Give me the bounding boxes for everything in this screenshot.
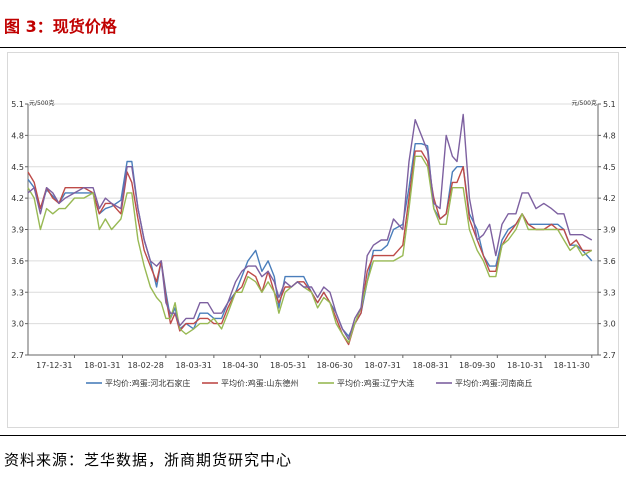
x-tick-3: 18-03-31: [176, 361, 212, 370]
x-tick-0: 17-12-31: [36, 361, 72, 370]
y-tick-left-6: 4.5: [11, 163, 24, 172]
legend-label-0: 平均价:鸡蛋:河北石家庄: [105, 378, 190, 388]
y-tick-right-0: 2.7: [603, 351, 616, 360]
x-tick-5: 18-05-31: [270, 361, 306, 370]
y-tick-right-2: 3.3: [603, 288, 616, 297]
chart-frame: 2.7 3.0 3.3 3.6 3.9 4.2 4.5 4.8 5.1 2.7 3.0 3.3 3.6…: [7, 52, 619, 428]
y-tick-right-7: 4.8: [603, 131, 616, 140]
legend-label-2: 平均价:鸡蛋:辽宁大连: [337, 378, 414, 388]
legend-label-1: 平均价:鸡蛋:山东德州: [221, 378, 298, 388]
y-tick-left-8: 5.1: [11, 100, 24, 109]
x-axis-ticks: 17-12-31 18-01-31 18-02-28 18-03-31 18-04-30…: [36, 361, 590, 370]
x-tick-8: 18-08-31: [413, 361, 449, 370]
bottom-rule: [0, 435, 626, 436]
y-tick-right-8: 5.1: [603, 100, 616, 109]
y-tick-left-4: 3.9: [11, 226, 24, 235]
y-tick-right-6: 4.5: [603, 163, 616, 172]
y-tick-left-7: 4.8: [11, 131, 24, 140]
x-tick-2: 18-02-28: [128, 361, 164, 370]
series-lines: [27, 113, 593, 346]
y-tick-left-2: 3.3: [11, 288, 24, 297]
top-rule: [0, 47, 626, 48]
x-tick-10: 18-10-31: [507, 361, 543, 370]
y-tick-left-1: 3.0: [11, 320, 24, 329]
y-tick-right-1: 3.0: [603, 320, 616, 329]
x-tick-4: 18-04-30: [222, 361, 258, 370]
y-tick-right-3: 3.6: [603, 257, 616, 266]
line-chart: 2.7 3.0 3.3 3.6 3.9 4.2 4.5 4.8 5.1 2.7 3.0 3.3 3.6…: [11, 99, 616, 388]
x-tick-11: 18-11-30: [553, 361, 589, 370]
y-tick-right-4: 3.9: [603, 226, 616, 235]
series-line-3: [27, 113, 593, 340]
source-note: 资料来源：芝华数据，浙商期货研究中心: [4, 451, 293, 469]
axes: [25, 103, 601, 358]
legend-label-3: 平均价:鸡蛋:河南商丘: [455, 378, 532, 388]
chart-title: 图 3：现货价格: [4, 17, 117, 36]
y-tick-left-3: 3.6: [11, 257, 24, 266]
series-line-1: [27, 150, 592, 346]
y-axis-left-ticks: 2.7 3.0 3.3 3.6 3.9 4.2 4.5 4.8 5.1: [11, 100, 24, 360]
y-axis-left-unit: 元/500克: [29, 99, 54, 107]
y-axis-right-ticks: 2.7 3.0 3.3 3.6 3.9 4.2 4.5 4.8 5.1: [603, 100, 616, 360]
x-tick-7: 18-07-31: [365, 361, 401, 370]
x-tick-6: 18-06-30: [317, 361, 353, 370]
y-axis-right-unit: 元/500克: [572, 99, 597, 107]
y-tick-right-5: 4.2: [603, 194, 616, 203]
y-tick-left-5: 4.2: [11, 194, 24, 203]
x-tick-9: 18-09-30: [459, 361, 495, 370]
y-tick-left-0: 2.7: [11, 351, 24, 360]
legend: 平均价:鸡蛋:河北石家庄 平均价:鸡蛋:山东德州 平均价:鸡蛋:辽宁大连 平均价:鸡蛋…: [86, 378, 532, 388]
x-tick-1: 18-01-31: [84, 361, 120, 370]
series-line-0: [27, 142, 593, 337]
series-line-2: [27, 155, 593, 344]
